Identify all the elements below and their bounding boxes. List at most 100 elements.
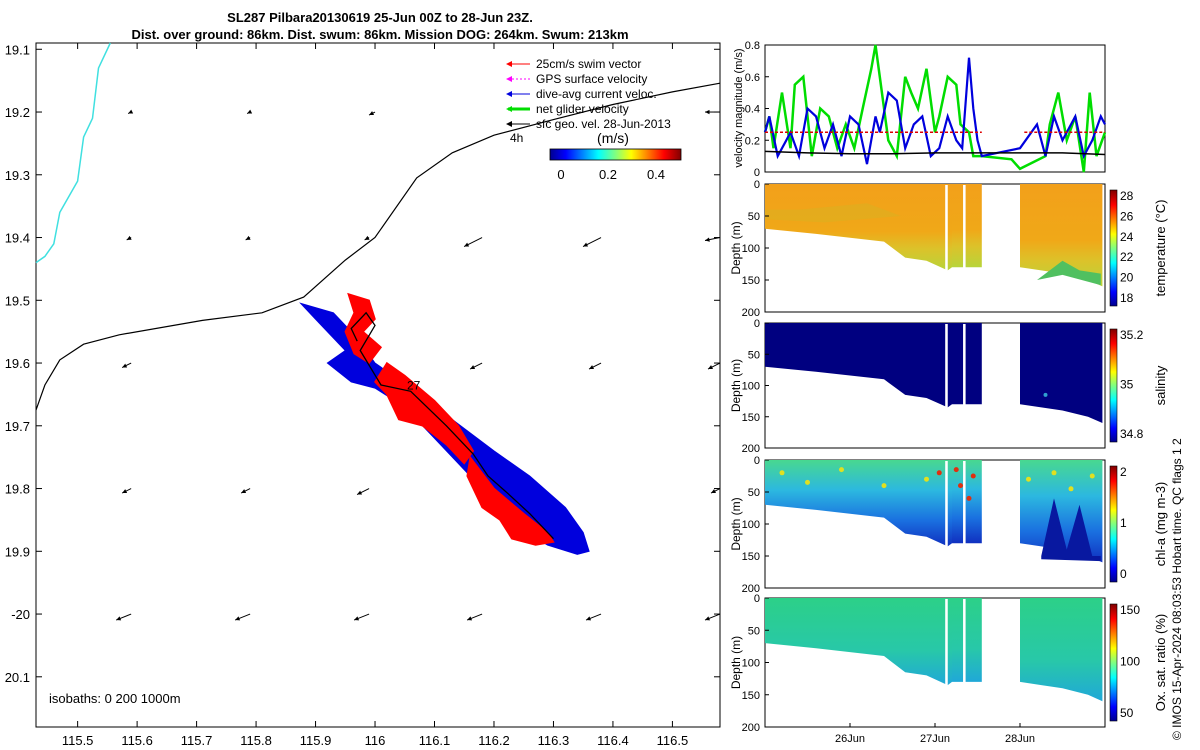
salinity-colorbar-tick-label: 35 <box>1120 378 1134 392</box>
chla-ytick-label: 100 <box>742 519 760 531</box>
legend-arrowhead <box>506 76 512 82</box>
oxygen-colorbar-tick-label: 150 <box>1120 603 1140 617</box>
salinity-ytick-label: 100 <box>742 381 760 393</box>
temperature-thermocline <box>765 203 901 223</box>
legend-arrowhead <box>506 121 512 127</box>
geo-velocity-vector <box>469 362 483 370</box>
map-ytick-label: 19.2 <box>5 105 30 120</box>
oxygen-ytick-label: 200 <box>742 722 760 734</box>
oxygen-data-gap <box>963 599 966 726</box>
temperature-field <box>1020 184 1103 287</box>
chla-ytick-label: 200 <box>742 583 760 595</box>
temperature-colorbar-tick-label: 22 <box>1120 250 1134 264</box>
temperature-colorbar-tick-label: 20 <box>1120 271 1134 285</box>
geo-velocity-vector <box>353 613 370 621</box>
map-ytick-label: 19.6 <box>5 356 30 371</box>
temperature-ytick-label: 0 <box>754 179 760 191</box>
salinity-field <box>952 323 982 405</box>
track-annotation: 27 <box>407 378 421 392</box>
geo-velocity-vector <box>356 488 370 495</box>
salinity-ylabel: Depth (m) <box>729 359 743 412</box>
chla-high-point <box>966 495 972 501</box>
chla-panel <box>764 459 1118 589</box>
legend-entry: dive-avg current veloc. <box>506 87 657 101</box>
chla-colorbar-tick-label: 2 <box>1120 465 1127 479</box>
geo-velocity-vector <box>704 613 721 621</box>
map-xtick-label: 116 <box>365 733 386 748</box>
temperature-ytick-label: 150 <box>742 275 760 287</box>
legend-label: GPS surface velocity <box>536 72 647 86</box>
salinity-ytick-label: 50 <box>748 349 760 361</box>
oxygen-colorbar <box>1109 603 1118 722</box>
velocity-ytick-label: 0.8 <box>745 40 760 52</box>
figure-title: SL287 Pilbara20130619 25-Jun 00Z to 28-J… <box>227 10 533 25</box>
temperature-ylabel: Depth (m) <box>729 221 743 274</box>
map-xtick-label: 115.6 <box>121 733 153 748</box>
map-ytick-label: 19.9 <box>5 544 30 559</box>
temperature-colorbar-label: temperature (°C) <box>1153 200 1168 297</box>
geo-velocity-vector <box>707 362 721 370</box>
geo-velocity-vector <box>582 237 602 247</box>
chla-high-point <box>1068 486 1074 492</box>
oxygen-ytick-label: 0 <box>754 593 760 605</box>
legend-label: sfc geo. vel. 28-Jun-2013 <box>536 117 671 131</box>
salinity-colorbar-tick-label: 34.8 <box>1120 427 1144 441</box>
geo-velocity-vector <box>240 488 251 494</box>
salinity-panel <box>764 322 1118 449</box>
isobath-line <box>35 82 721 411</box>
map-ytick-label: 19.5 <box>5 293 30 308</box>
geo-velocity-vector <box>368 111 376 116</box>
temperature-ytick-label: 200 <box>742 307 760 319</box>
legend-label: dive-avg current veloc. <box>536 87 657 101</box>
chla-colorbar-tick-label: 1 <box>1120 516 1127 530</box>
legend-label: net glider velocity <box>536 102 629 116</box>
oxygen-ylabel: Depth (m) <box>729 636 743 689</box>
geo-velocity-vector <box>115 613 132 621</box>
chla-high-point <box>924 476 929 482</box>
geo-velocity-vector <box>704 237 721 242</box>
chla-data-gap <box>945 461 948 587</box>
oxygen-data-gap <box>945 599 948 726</box>
temperature-colorbar-tick-label: 24 <box>1120 230 1134 244</box>
legend-arrowhead <box>506 106 512 112</box>
oxygen-field <box>765 598 952 686</box>
chla-ytick-label: 50 <box>748 487 760 499</box>
legend-note: 4h <box>510 131 523 145</box>
map-ytick-label: 19.3 <box>5 168 30 183</box>
oxygen-ytick-label: 100 <box>742 658 760 670</box>
salinity-ytick-label: 150 <box>742 412 760 424</box>
chla-high-point <box>1026 476 1031 482</box>
temperature-colorbar-tick-label: 28 <box>1120 189 1134 203</box>
salinity-point <box>1043 392 1048 397</box>
map-ytick-label: 19.4 <box>5 231 30 246</box>
oxygen-panel <box>764 597 1118 728</box>
temperature-colorbar-tick-label: 18 <box>1120 291 1134 305</box>
map-xtick-label: 115.5 <box>62 733 94 748</box>
geo-velocity-vector <box>705 109 720 115</box>
oxygen-field <box>1020 598 1103 702</box>
chla-colorbar-label: chl-a (mg m-3) <box>1153 482 1168 567</box>
temperature-data-gap <box>963 185 966 311</box>
legend-entry: net glider velocity <box>506 102 629 116</box>
geo-velocity-vector <box>245 235 251 241</box>
geo-velocity-vector <box>585 613 602 621</box>
legend-entry: 25cm/s swim vector <box>506 57 641 71</box>
swim-vector-cluster <box>466 455 555 546</box>
geo-velocity-vector <box>246 109 253 114</box>
salinity-data-gap <box>963 324 966 447</box>
coastline <box>35 42 111 264</box>
temperature-ytick-label: 50 <box>748 211 760 223</box>
map-colorbar-tick-label: 0 <box>557 167 564 182</box>
chla-data-gap <box>963 461 966 587</box>
swim-vector-cluster <box>374 361 475 465</box>
isobath-note: isobaths: 0 200 1000m <box>49 691 181 706</box>
geo-velocity-vector <box>121 488 132 494</box>
velocity-ytick-label: 0.2 <box>745 135 760 147</box>
oxygen-xtick-label: 26Jun <box>835 733 865 745</box>
chla-colorbar-tick-label: 0 <box>1120 567 1127 581</box>
chla-high-point <box>970 473 976 479</box>
oxygen-field <box>952 598 982 682</box>
velocity-ytick-label: 0.6 <box>745 72 760 84</box>
chla-high-point <box>881 483 887 489</box>
